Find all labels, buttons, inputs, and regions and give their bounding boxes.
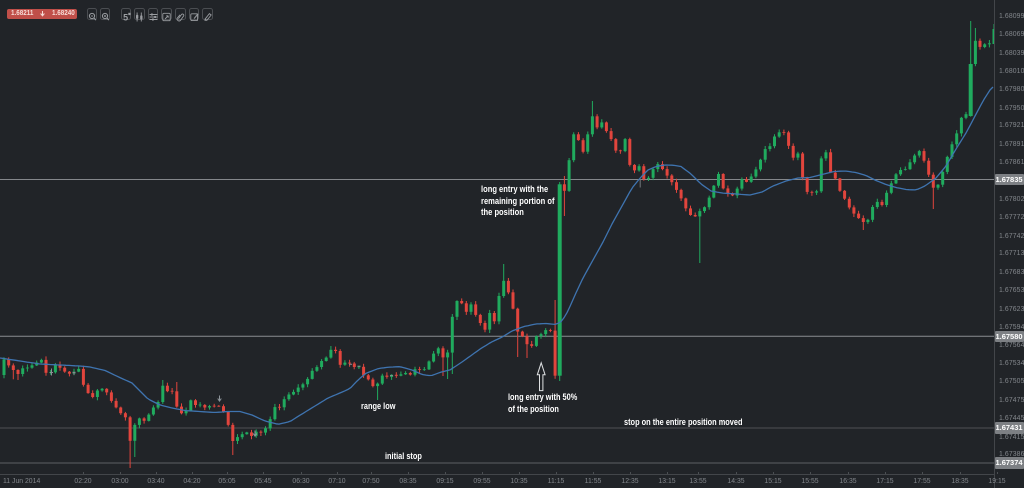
svg-text:5: 5 [123,13,128,22]
